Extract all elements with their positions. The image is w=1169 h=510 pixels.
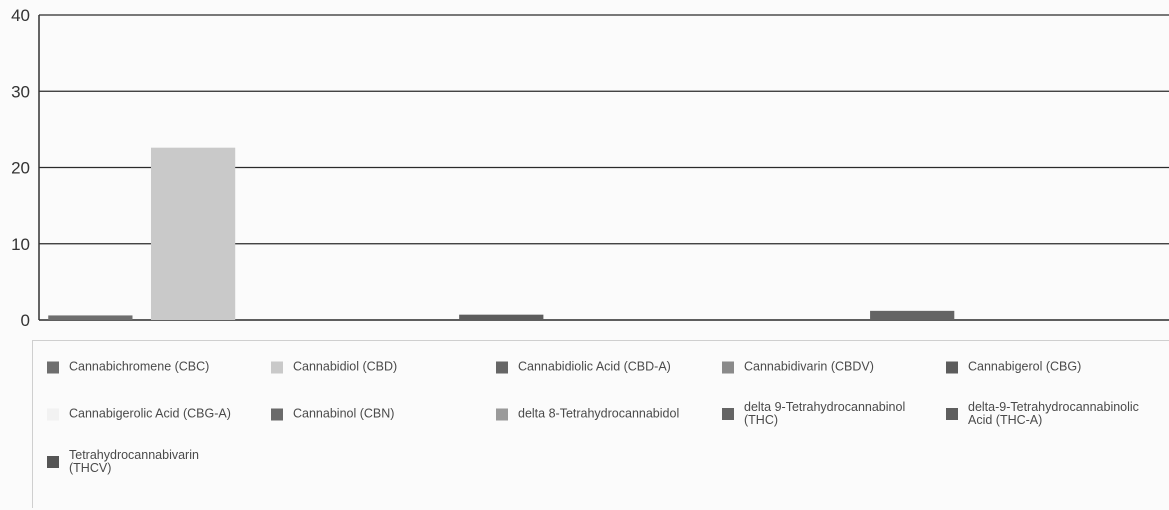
bar-9 [870,310,955,320]
legend-label: Cannabigerolic Acid (CBG-A) [69,406,231,421]
y-tick-label: 10 [11,235,30,254]
legend-label: Cannabichromene (CBC) [69,359,210,374]
legend-item: Cannabigerol (CBG) [946,359,1156,374]
legend-item: Cannabigerolic Acid (CBG-A) [47,406,247,421]
legend-label: delta-9-Tetrahydrocannabinolic Acid (THC… [968,400,1139,427]
bar-chart: 0 10 20 30 40 [11,6,1169,330]
chart-legend: Cannabichromene (CBC) Cannabidiol (CBD) Ca… [32,340,1169,508]
legend-swatch [496,361,508,373]
legend-item: delta 8-Tetrahydrocannabidol [496,406,706,421]
legend-swatch [47,456,59,468]
legend-item: Cannabidiolic Acid (CBD-A) [496,359,706,374]
legend-swatch [496,408,508,420]
legend-item: Cannabidivarin (CBDV) [722,359,927,374]
legend-label: Cannabidiolic Acid (CBD-A) [518,359,671,374]
bars [48,147,955,320]
legend-swatch [722,361,734,373]
legend-swatch [946,408,958,420]
y-axis-ticks: 0 10 20 30 40 [11,6,30,330]
legend-label: Cannabigerol (CBG) [968,359,1082,374]
legend-swatch [47,361,59,373]
legend-label: Cannabidiol (CBD) [293,359,398,374]
legend-swatch [47,408,59,420]
legend-label: delta 9-Tetrahydrocannabinol (THC) [744,400,906,427]
legend-item: delta-9-Tetrahydrocannabinolic Acid (THC… [946,401,1156,427]
legend-item: Cannabinol (CBN) [271,406,471,421]
legend-item: Tetrahydrocannabivarin (THCV) [47,449,247,475]
bar-2 [150,147,236,320]
bar-5 [459,314,544,320]
y-tick-label: 40 [11,6,30,25]
legend-label: Cannabidivarin (CBDV) [744,359,874,374]
legend-swatch [271,408,283,420]
legend-label: Cannabinol (CBN) [293,406,395,421]
legend-item: delta 9-Tetrahydrocannabinol (THC) [722,401,927,427]
y-tick-label: 30 [11,82,30,101]
y-tick-label: 20 [11,159,30,178]
legend-swatch [722,408,734,420]
legend-swatch [946,361,958,373]
y-tick-label: 0 [21,311,30,330]
legend-label: Tetrahydrocannabivarin (THCV) [69,448,199,475]
bar-1 [48,315,133,320]
legend-item: Cannabidiol (CBD) [271,359,471,374]
legend-swatch [271,361,283,373]
legend-label: delta 8-Tetrahydrocannabidol [518,406,680,421]
legend-item: Cannabichromene (CBC) [47,359,247,374]
